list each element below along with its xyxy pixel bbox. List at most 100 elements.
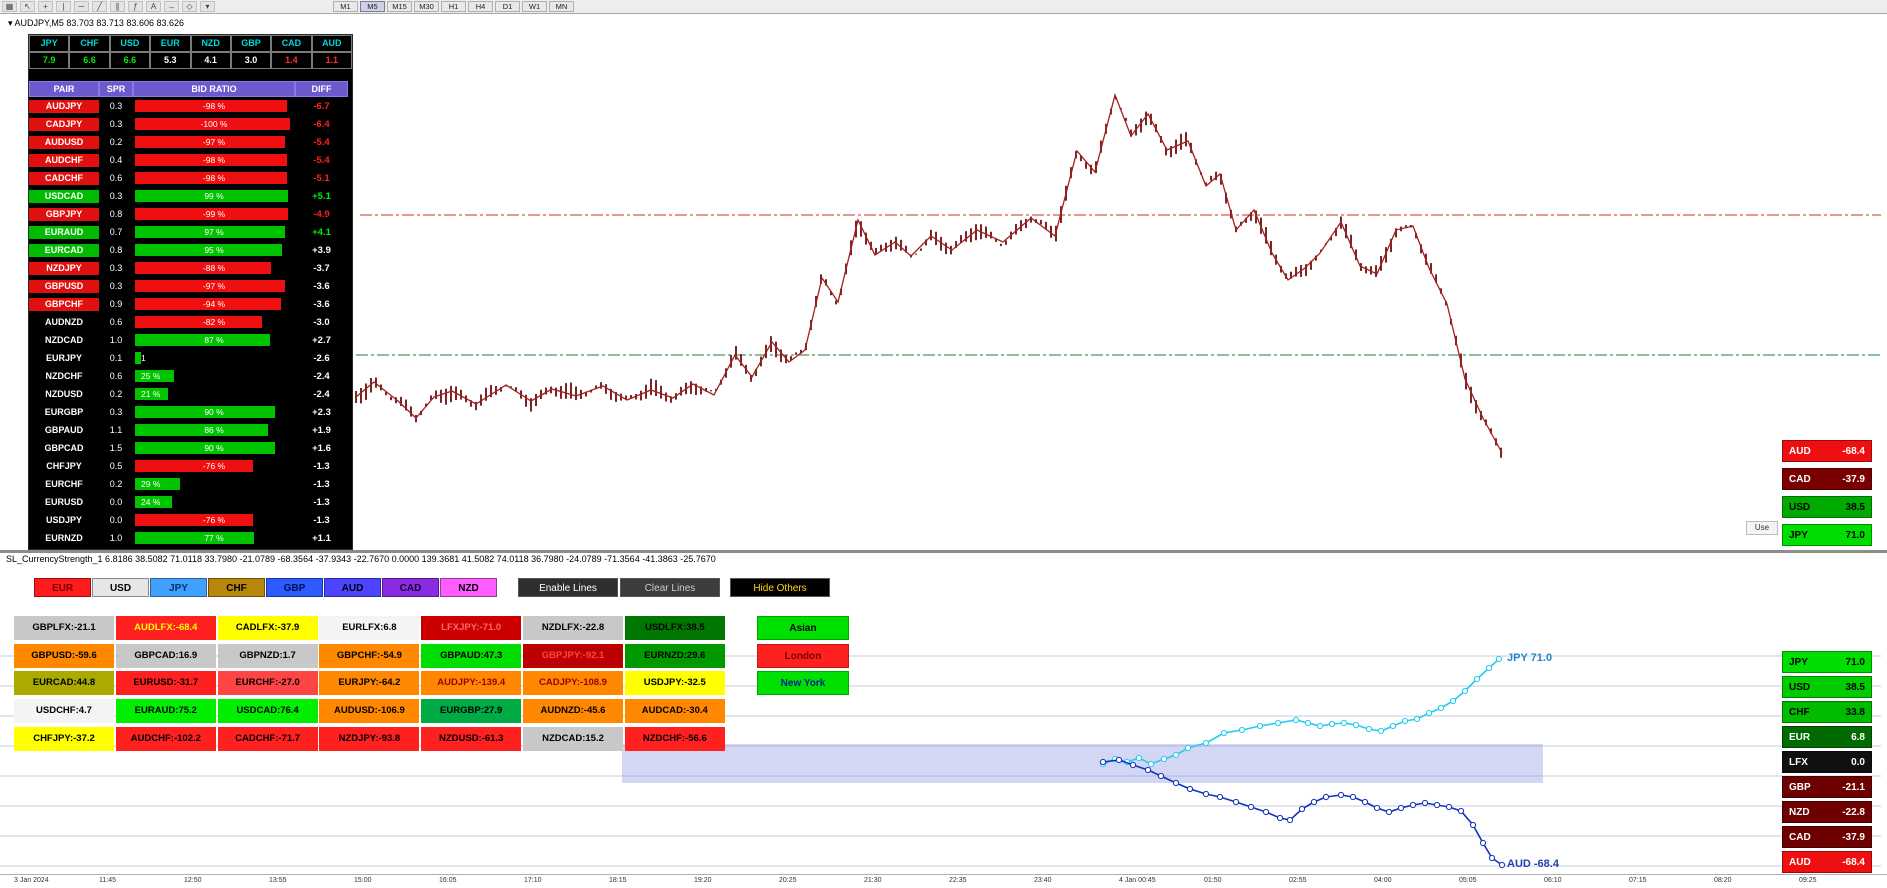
bid-ratio-label: -98 % (202, 101, 226, 111)
grid-cell-eurlfx[interactable]: EURLFX:6.8 (319, 616, 420, 640)
grid-cell-eurjpy[interactable]: EURJPY:-64.2 (319, 671, 420, 696)
candlestick-chart[interactable] (0, 14, 1887, 550)
currency-toggle-buttons: EUR USD JPY CHF GBP AUD CAD NZD (34, 578, 497, 597)
channel-icon[interactable]: ∥ (110, 1, 125, 12)
pair-label: GBPUSD (29, 279, 99, 293)
use-button[interactable]: Use (1746, 521, 1778, 535)
bid-ratio-label: -100 % (200, 119, 228, 129)
grid-cell-gbpusd[interactable]: GBPUSD:-59.6 (14, 643, 114, 668)
diff-value: -4.9 (313, 208, 330, 220)
grid-cell-gbpcad[interactable]: GBPCAD:16.9 (115, 643, 216, 668)
grid-cell-gbplfx[interactable]: GBPLFX:-21.1 (14, 616, 114, 640)
spread-value: 0.7 (109, 227, 123, 237)
currency-button-jpy[interactable]: JPY (150, 578, 207, 597)
grid-cell-gbpnzd[interactable]: GBPNZD:1.7 (217, 643, 318, 668)
grid-cell-audjpy[interactable]: AUDJPY:-139.4 (421, 671, 522, 696)
currency-button-eur[interactable]: EUR (34, 578, 91, 597)
grid-cell-eurusd[interactable]: EURUSD:-31.7 (115, 671, 216, 696)
grid-cell-eurcad[interactable]: EURCAD:44.8 (14, 671, 114, 696)
grid-cell-cadlfx[interactable]: CADLFX:-37.9 (217, 616, 318, 640)
arrow-tool-icon[interactable]: → (164, 1, 179, 12)
currency-button-nzd[interactable]: NZD (440, 578, 497, 597)
grid-cell-nzdchf[interactable]: NZDCHF:-56.6 (624, 726, 725, 751)
timeframe-m1[interactable]: M1 (333, 1, 358, 12)
horizontal-line-icon[interactable]: ─ (74, 1, 89, 12)
session-london: London (757, 643, 849, 668)
grid-cell-usdchf[interactable]: USDCHF:4.7 (14, 699, 114, 724)
text-icon[interactable]: A (146, 1, 161, 12)
diff-value: -3.0 (313, 316, 330, 328)
grid-cell-eurgbp[interactable]: EURGBP:27.9 (421, 699, 522, 724)
timeframe-w1[interactable]: W1 (522, 1, 547, 12)
pair-label: EURGBP (29, 405, 99, 419)
grid-cell-euraud[interactable]: EURAUD:75.2 (115, 699, 216, 724)
shapes-icon[interactable]: ◇ (182, 1, 197, 12)
currency-button-gbp[interactable]: GBP (266, 578, 323, 597)
grid-cell-lfxjpy[interactable]: LFXJPY:-71.0 (421, 616, 522, 640)
dropdown-icon[interactable]: ▾ (200, 1, 215, 12)
bid-ratio-label: 25 % (141, 371, 161, 381)
action-button-hide-others[interactable]: Hide Others (730, 578, 830, 597)
grid-cell-usdjpy[interactable]: USDJPY:-32.5 (624, 671, 725, 696)
grid-cell-audusd[interactable]: AUDUSD:-106.9 (319, 699, 420, 724)
app-icon[interactable]: ▦ (2, 1, 17, 12)
grid-cell-cadjpy[interactable]: CADJPY:-108.9 (523, 671, 623, 696)
pair-row-nzdusd: NZDUSD 0.2 21 % -2.4 (29, 385, 352, 403)
grid-cell-eurnzd[interactable]: EURNZD:29.6 (624, 643, 725, 668)
bid-ratio-bar: -94 % (133, 298, 295, 310)
timeframe-m5[interactable]: M5 (360, 1, 385, 12)
time-label: 04:00 (1374, 877, 1392, 884)
legend-code: CAD (1789, 473, 1811, 485)
spread-value: 1.1 (109, 425, 123, 435)
pair-row-chfjpy: CHFJPY 0.5 -76 % -1.3 (29, 457, 352, 475)
currency-value-chf: 6.6 (69, 52, 110, 69)
grid-cell-audchf[interactable]: AUDCHF:-102.2 (115, 726, 216, 751)
grid-cell-cadchf[interactable]: CADCHF:-71.7 (217, 726, 318, 751)
grid-cell-audcad[interactable]: AUDCAD:-30.4 (624, 699, 725, 724)
time-axis[interactable]: 3 Jan 2024 11:45 12:50 13:55 15:00 16:05 17:10… (0, 874, 1887, 888)
fibonacci-icon[interactable]: ƒ (128, 1, 143, 12)
bid-ratio-fill (135, 298, 281, 310)
action-button-enable-lines[interactable]: Enable Lines (518, 578, 618, 597)
currency-button-cad[interactable]: CAD (382, 578, 439, 597)
panel-resize-handle[interactable] (0, 550, 1887, 553)
legend-gbp: GBP -21.1 (1782, 776, 1872, 798)
currency-button-chf[interactable]: CHF (208, 578, 265, 597)
timeframe-m30[interactable]: M30 (414, 1, 439, 12)
cursor-icon[interactable]: ↖ (20, 1, 35, 12)
timeframe-m15[interactable]: M15 (387, 1, 412, 12)
grid-cell-audlfx[interactable]: AUDLFX:-68.4 (115, 616, 216, 640)
grid-cell-eurchf[interactable]: EURCHF:-27.0 (217, 671, 318, 696)
timeframe-mn[interactable]: MN (549, 1, 574, 12)
grid-cell-usdcad[interactable]: USDCAD:76.4 (217, 699, 318, 724)
vertical-line-icon[interactable]: | (56, 1, 71, 12)
bid-ratio-label: -82 % (202, 317, 226, 327)
legend-code: AUD (1789, 856, 1811, 868)
time-label: 3 Jan 2024 (14, 877, 49, 884)
grid-cell-nzdcad[interactable]: NZDCAD:15.2 (523, 726, 623, 751)
timeframe-h4[interactable]: H4 (468, 1, 493, 12)
grid-cell-gbpaud[interactable]: GBPAUD:47.3 (421, 643, 522, 668)
legend-jpy: JPY 71.0 (1782, 651, 1872, 673)
timeframe-h1[interactable]: H1 (441, 1, 466, 12)
legend-value: -21.1 (1842, 781, 1865, 793)
currency-button-aud[interactable]: AUD (324, 578, 381, 597)
grid-cell-nzdjpy[interactable]: NZDJPY:-93.8 (319, 726, 420, 751)
grid-cell-chfjpy[interactable]: CHFJPY:-37.2 (14, 726, 114, 751)
grid-cell-gbpjpy[interactable]: GBPJPY:-92.1 (523, 643, 623, 668)
crosshair-icon[interactable]: + (38, 1, 53, 12)
grid-cell-nzdusd[interactable]: NZDUSD:-61.3 (421, 726, 522, 751)
timeframe-d1[interactable]: D1 (495, 1, 520, 12)
trendline-icon[interactable]: ╱ (92, 1, 107, 12)
price-chart-region[interactable]: ▾ AUDJPY,M5 83.703 83.713 83.606 83.626 … (0, 14, 1887, 550)
grid-cell-audnzd[interactable]: AUDNZD:-45.6 (523, 699, 623, 724)
action-button-clear-lines[interactable]: Clear Lines (620, 578, 720, 597)
grid-cell-gbpchf[interactable]: GBPCHF:-54.9 (319, 643, 420, 668)
spread-value: 0.8 (109, 209, 123, 219)
pair-row-cadchf: CADCHF 0.6 -98 % -5.1 (29, 169, 352, 187)
currency-button-usd[interactable]: USD (92, 578, 149, 597)
legend-value: 0.0 (1851, 756, 1865, 768)
bid-ratio-label: -88 % (202, 263, 226, 273)
grid-cell-usdlfx[interactable]: USDLFX:38.5 (624, 616, 725, 640)
grid-cell-nzdlfx[interactable]: NZDLFX:-22.8 (523, 616, 623, 640)
